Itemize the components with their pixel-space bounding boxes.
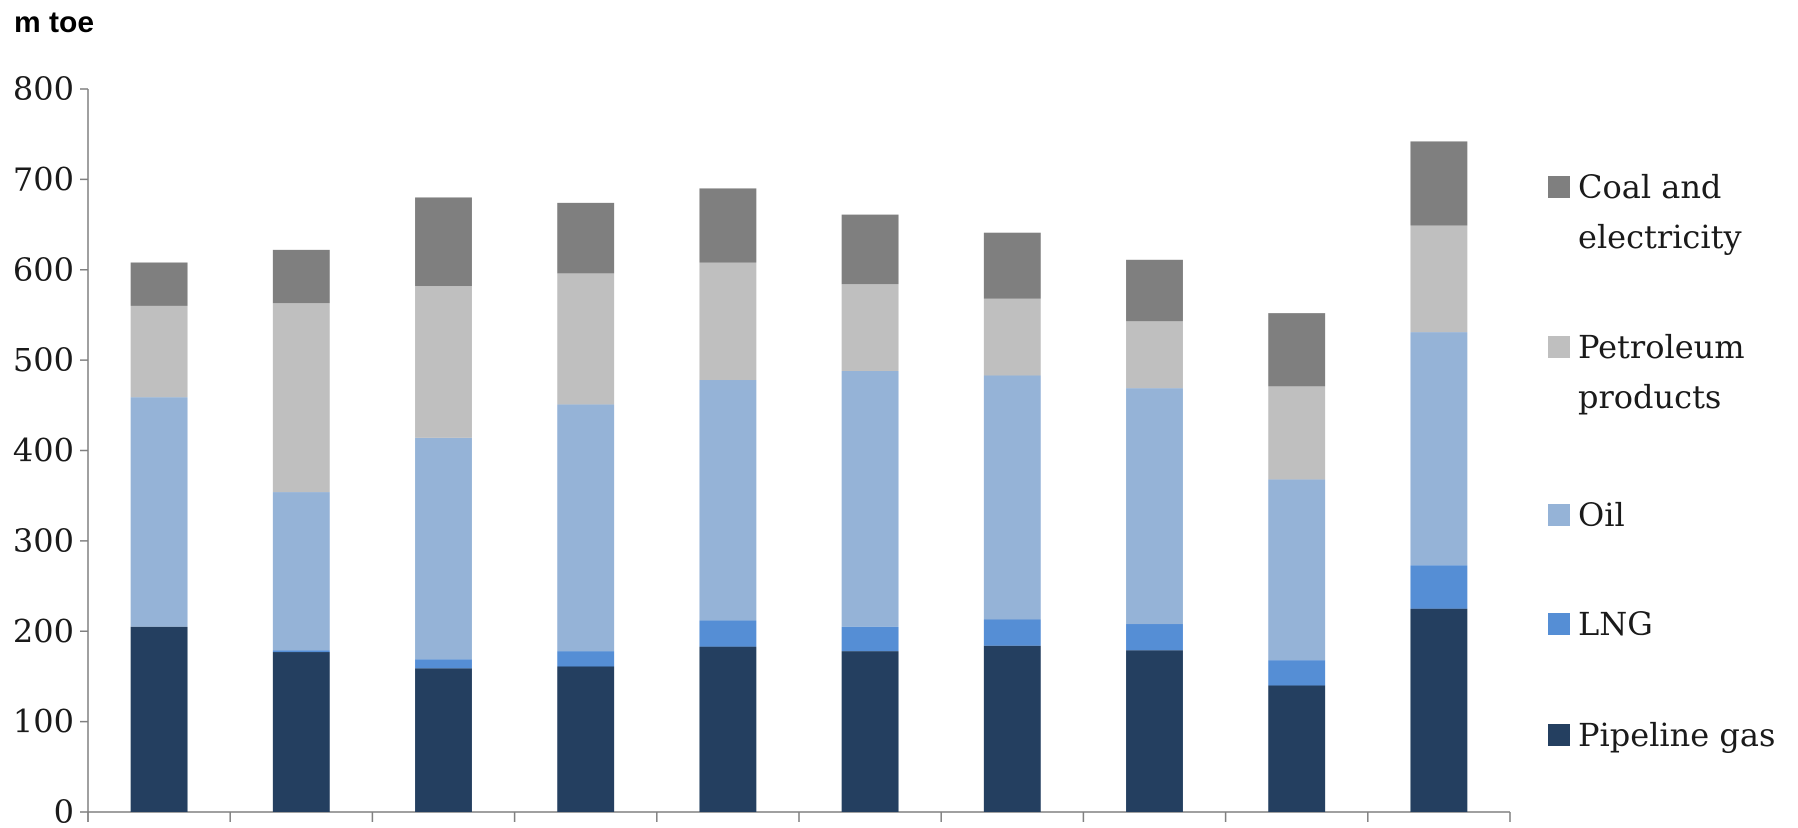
bar-segment-oil (1126, 388, 1183, 625)
bar-segment-pipeline-gas (1410, 608, 1468, 812)
bar-segment-petroleum-products (699, 262, 757, 381)
legend: Coal and electricity Petroleum products Oil L… (1548, 168, 1775, 754)
y-tick-label: 400 (13, 432, 74, 470)
bar-segment-lng (1126, 624, 1183, 651)
bar-segment-coal-and-electricity (983, 232, 1041, 299)
legend-swatch (1548, 613, 1570, 635)
y-tick-label: 500 (13, 341, 74, 379)
bar-segment-lng (557, 651, 615, 667)
bar-segment-coal-and-electricity (1410, 141, 1468, 226)
y-tick-label: 700 (13, 160, 74, 198)
bar-segment-oil (272, 492, 330, 651)
legend-swatch (1548, 336, 1570, 358)
bar-segment-pipeline-gas (557, 666, 615, 812)
legend-swatch (1548, 724, 1570, 746)
y-tick-label: 200 (13, 612, 74, 650)
bar-segment-pipeline-gas (841, 651, 899, 812)
legend-label: Petroleum (1578, 328, 1745, 366)
bar-segment-oil (1410, 332, 1468, 566)
y-axis-unit-label: m toe (14, 6, 94, 39)
bar-segment-lng (983, 619, 1041, 646)
bar-segment-pipeline-gas (415, 668, 472, 812)
bar-segment-coal-and-electricity (415, 197, 472, 287)
bar-segment-oil (699, 380, 757, 621)
bar-segment-petroleum-products (272, 303, 330, 493)
legend-label: electricity (1578, 218, 1742, 256)
bar-segment-pipeline-gas (1126, 650, 1183, 812)
bar-segment-oil (1268, 479, 1326, 661)
bar-segment-petroleum-products (130, 305, 188, 398)
bar-segment-coal-and-electricity (130, 262, 188, 306)
axes: 0 100 200 300 400 500 600 700 800 (13, 70, 1511, 828)
bar-segment-oil (130, 397, 188, 627)
bar-segment-lng (272, 650, 330, 653)
bar-segment-coal-and-electricity (1126, 259, 1183, 322)
bar-segment-petroleum-products (1126, 321, 1183, 389)
y-tick-label: 800 (13, 70, 74, 108)
bar-segment-lng (415, 659, 472, 669)
legend-label: Pipeline gas (1578, 716, 1775, 754)
bar-segment-oil (983, 375, 1041, 620)
y-tick-label: 0 (54, 793, 74, 828)
bar-segment-coal-and-electricity (699, 188, 757, 263)
legend-label: products (1578, 378, 1721, 416)
legend-swatch (1548, 504, 1570, 526)
y-tick-label: 300 (13, 522, 74, 560)
bar-segment-pipeline-gas (272, 652, 330, 812)
bar-segment-coal-and-electricity (1268, 313, 1326, 387)
bar-segment-petroleum-products (1268, 386, 1326, 480)
legend-label: Oil (1578, 496, 1625, 534)
y-tick-label: 100 (13, 703, 74, 741)
bar-segment-pipeline-gas (699, 646, 757, 812)
bars (130, 141, 1468, 812)
bar-segment-lng (841, 626, 899, 652)
bar-segment-pipeline-gas (130, 626, 188, 812)
bar-segment-pipeline-gas (983, 645, 1041, 812)
y-tick-label: 600 (13, 251, 74, 289)
legend-label: LNG (1578, 605, 1653, 643)
legend-label: Coal and (1578, 168, 1721, 206)
bar-segment-petroleum-products (557, 273, 615, 405)
bar-segment-oil (841, 370, 899, 627)
bar-segment-coal-and-electricity (272, 249, 330, 304)
bar-segment-petroleum-products (1410, 225, 1468, 333)
bar-segment-lng (699, 620, 757, 647)
bar-segment-lng (1268, 660, 1326, 686)
bar-segment-pipeline-gas (1268, 685, 1326, 812)
bar-segment-coal-and-electricity (557, 202, 615, 274)
bar-segment-petroleum-products (841, 284, 899, 371)
bar-segment-oil (415, 437, 472, 660)
bar-segment-petroleum-products (415, 286, 472, 438)
bar-segment-oil (557, 404, 615, 652)
legend-swatch (1548, 176, 1570, 198)
bar-segment-petroleum-products (983, 298, 1041, 376)
bar-segment-coal-and-electricity (841, 214, 899, 285)
bar-segment-lng (1410, 565, 1468, 609)
